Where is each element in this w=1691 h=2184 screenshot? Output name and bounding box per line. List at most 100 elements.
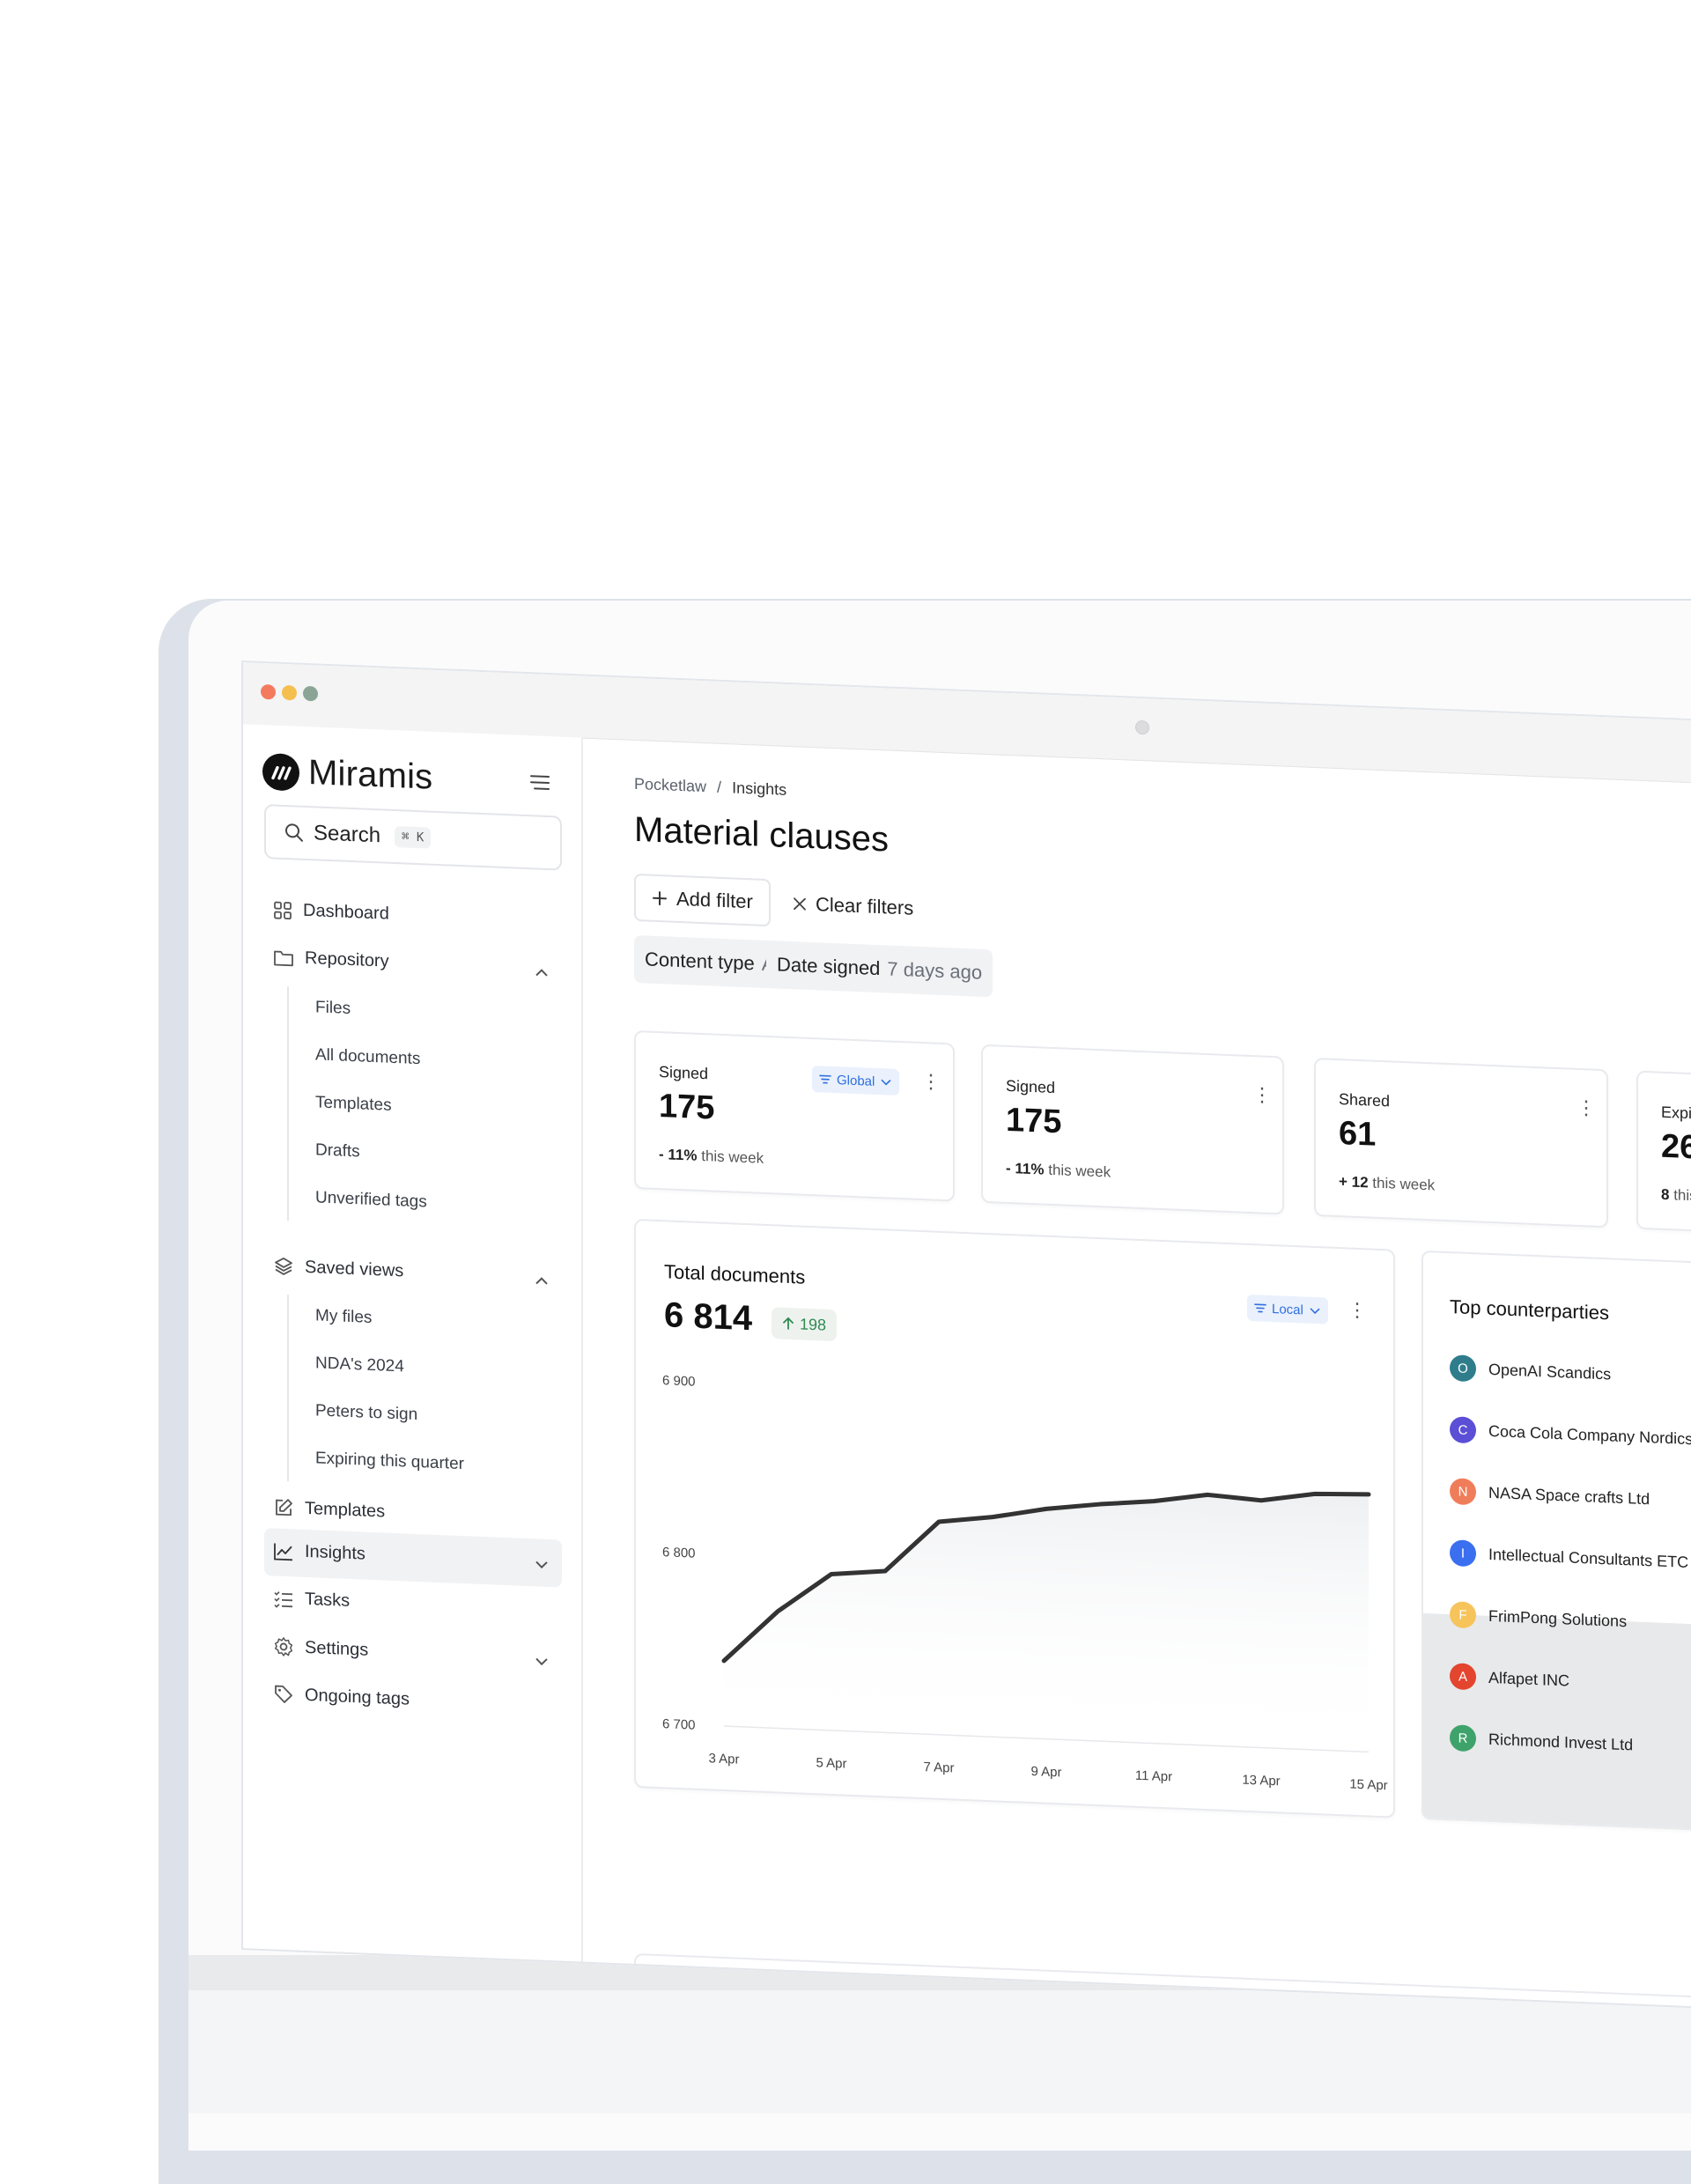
brand-name: Miramis: [308, 753, 433, 797]
counterparty-name: OpenAI Scandics: [1488, 1360, 1612, 1383]
more-options-icon[interactable]: ⋮: [1348, 1298, 1367, 1322]
x-tick-label: 9 Apr: [1030, 1764, 1061, 1780]
stat-delta: - 11% this week: [1006, 1160, 1111, 1182]
search-label: Search: [314, 821, 381, 848]
sidebar-item-insights[interactable]: Insights: [273, 1540, 366, 1564]
filter-icon: [1254, 1303, 1266, 1313]
gear-icon: [274, 1637, 293, 1656]
sidebar-subitem-templates[interactable]: Templates: [315, 1093, 392, 1115]
chevron-down-icon: [1310, 1308, 1320, 1315]
sidebar-item-label: Repository: [305, 948, 389, 971]
add-filter-button[interactable]: Add filter: [634, 873, 771, 927]
x-tick-label: 7 Apr: [923, 1760, 954, 1775]
stat-card-signed[interactable]: Signed ⋮ 175 - 11% this week: [981, 1044, 1284, 1215]
counterparty-row[interactable]: I Intellectual Consultants ETC: [1450, 1535, 1688, 1580]
stat-delta: + 12 this week: [1339, 1173, 1435, 1194]
saved-view-peters-to-sign[interactable]: Peters to sign: [315, 1401, 418, 1425]
saved-view-my-files[interactable]: My files: [315, 1306, 373, 1327]
folder-icon: [274, 950, 293, 966]
sidebar-item-tasks[interactable]: Tasks: [273, 1588, 350, 1611]
line-chart-icon: [274, 1542, 292, 1561]
sidebar-item-label: Saved views: [305, 1257, 404, 1280]
scope-dropdown[interactable]: Local: [1247, 1294, 1328, 1324]
y-tick-label: 6 800: [662, 1545, 696, 1561]
grid-icon: [274, 901, 292, 919]
clear-filters-button[interactable]: Clear filters: [793, 880, 913, 933]
x-tick-label: 11 Apr: [1135, 1768, 1172, 1785]
stat-delta-suffix: this week: [701, 1147, 764, 1167]
counterparty-row[interactable]: F FrimPong Solutions: [1450, 1597, 1627, 1639]
stat-value: 175: [1006, 1101, 1062, 1141]
data-point: [1153, 1501, 1155, 1502]
search-input[interactable]: Search ⌘ K: [264, 804, 562, 871]
counterparty-row[interactable]: N NASA Space crafts Ltd: [1450, 1473, 1650, 1516]
logo-mark-icon: [262, 752, 299, 792]
counterparty-row[interactable]: O OpenAI Scandics: [1450, 1350, 1611, 1391]
maximize-window-dot[interactable]: [303, 685, 318, 702]
sidebar-item-saved-views[interactable]: Saved views: [273, 1255, 403, 1281]
sidebar-item-templates[interactable]: Templates: [273, 1496, 385, 1522]
saved-view-ndas-2024[interactable]: NDA's 2024: [315, 1354, 404, 1376]
x-tick-label: 3 Apr: [708, 1751, 739, 1767]
more-options-icon[interactable]: ⋮: [921, 1070, 941, 1093]
chevron-up-icon[interactable]: [534, 966, 550, 983]
saved-view-expiring-this-quarter[interactable]: Expiring this quarter: [315, 1449, 464, 1474]
stat-value: 61: [1339, 1115, 1377, 1154]
data-point: [938, 1521, 940, 1523]
sidebar-subitem-files[interactable]: Files: [315, 998, 351, 1018]
brand-logo[interactable]: Miramis: [262, 751, 432, 798]
sidebar-item-label: Settings: [305, 1637, 369, 1660]
data-point: [1099, 1503, 1101, 1505]
stat-card-shared[interactable]: Shared ⋮ 61 + 12 this week: [1314, 1057, 1608, 1228]
more-options-icon[interactable]: ⋮: [1252, 1083, 1272, 1106]
counterparties-title: Top counterparties: [1450, 1295, 1609, 1324]
stat-card-signed-global[interactable]: Signed Global ⋮ 175 - 11% this week: [634, 1029, 955, 1202]
sidebar-item-ongoing-tags[interactable]: Ongoing tags: [273, 1683, 410, 1709]
stat-delta-suffix: this: [1673, 1186, 1691, 1205]
stat-card-expiring[interactable]: Expir 26 8 this: [1636, 1070, 1691, 1236]
tree-line: [287, 986, 289, 1221]
stat-delta: 8 this: [1661, 1186, 1691, 1206]
sidebar-item-repository[interactable]: Repository: [273, 947, 389, 971]
chevron-down-icon[interactable]: [534, 1655, 550, 1671]
sidebar-subitem-unverified-tags[interactable]: Unverified tags: [315, 1188, 427, 1212]
counterparty-avatar: I: [1450, 1539, 1476, 1568]
data-point: [831, 1573, 832, 1575]
sidebar-subitem-drafts[interactable]: Drafts: [315, 1140, 360, 1162]
total-documents-value: 6 814: [664, 1295, 753, 1339]
more-options-icon[interactable]: ⋮: [1577, 1096, 1596, 1119]
y-tick-label: 6 700: [662, 1716, 696, 1733]
chevron-down-icon[interactable]: [534, 1558, 550, 1575]
add-filter-label: Add filter: [676, 887, 753, 913]
chevron-down-icon: [881, 1079, 891, 1086]
chevron-up-icon[interactable]: [534, 1274, 550, 1291]
counterparty-row[interactable]: C Coca Cola Company Nordics: [1450, 1412, 1691, 1457]
close-window-dot[interactable]: [261, 683, 276, 700]
menu-icon[interactable]: [530, 774, 550, 795]
data-point: [1207, 1494, 1208, 1495]
counterparty-row[interactable]: A Alfapet INC: [1450, 1658, 1569, 1698]
counterparty-name: Intellectual Consultants ETC: [1488, 1545, 1689, 1571]
counterparty-avatar: N: [1450, 1478, 1476, 1506]
minimize-window-dot[interactable]: [282, 684, 297, 701]
sidebar-item-dashboard[interactable]: Dashboard: [273, 899, 389, 924]
filter-key: Date signed: [777, 953, 881, 980]
clear-filters-label: Clear filters: [816, 893, 914, 919]
change-badge: 198: [772, 1307, 838, 1342]
breadcrumb-root[interactable]: Pocketlaw: [634, 774, 707, 796]
scope-dropdown[interactable]: Global: [812, 1066, 900, 1096]
sidebar-item-settings[interactable]: Settings: [273, 1635, 368, 1660]
counterparty-row[interactable]: R Richmond Invest Ltd: [1450, 1720, 1633, 1762]
filter-chip-date-signed[interactable]: Date signed 7 days ago: [766, 940, 993, 998]
sidebar-subitem-all-documents[interactable]: All documents: [315, 1045, 421, 1069]
layers-icon: [275, 1258, 292, 1275]
scope-label: Local: [1272, 1301, 1303, 1317]
counterparty-name: Alfapet INC: [1488, 1668, 1570, 1690]
counterparty-avatar: C: [1450, 1416, 1476, 1444]
x-tick-label: 5 Apr: [816, 1755, 846, 1771]
tag-icon: [275, 1685, 292, 1703]
close-icon: [794, 897, 806, 911]
stat-delta-suffix: this week: [1048, 1161, 1111, 1181]
camera-icon: [1135, 719, 1149, 735]
breadcrumb-current: Insights: [732, 778, 787, 799]
